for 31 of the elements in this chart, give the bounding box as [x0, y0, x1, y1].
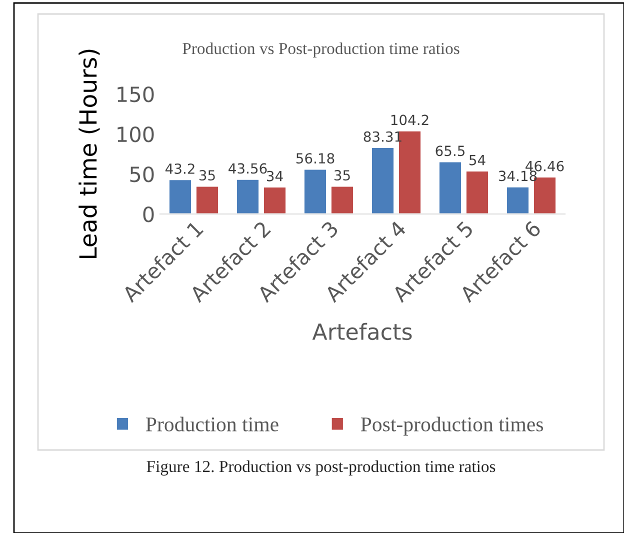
data-label: 35 — [334, 170, 350, 181]
data-label: 43.56 — [228, 163, 267, 174]
data-label: 46.46 — [526, 160, 564, 172]
bar — [195, 185, 220, 214]
bar — [168, 178, 192, 214]
data-label: 104.2 — [391, 114, 428, 126]
data-label: 34.18 — [498, 170, 537, 182]
bar — [303, 168, 328, 214]
bar — [438, 160, 462, 214]
y-tick-label: 0 — [143, 206, 154, 222]
bar — [236, 178, 260, 214]
legend-label: Production time — [146, 416, 278, 432]
bar — [262, 186, 287, 214]
data-label: 54 — [469, 155, 486, 166]
caption: Figure 12. Production vs post-production time ratios — [146, 460, 496, 476]
data-label: 43.2 — [165, 163, 194, 174]
x-axis-title: Artefacts — [312, 322, 412, 340]
legend-label: Post-production times — [360, 416, 544, 436]
bar — [370, 146, 395, 214]
data-label: 56.18 — [296, 153, 334, 164]
data-label: 35 — [199, 170, 215, 181]
y-tick-label: 50 — [130, 166, 154, 182]
bar — [506, 186, 530, 214]
bar — [330, 185, 354, 214]
y-tick-label: 150 — [118, 86, 154, 102]
y-tick-label: 100 — [118, 126, 154, 142]
y-axis-title: Lead time (Hours) — [78, 50, 100, 258]
chart-title: Production vs Post-production time ratios — [182, 42, 460, 58]
data-label: 65.5 — [436, 146, 464, 156]
data-label: 34 — [266, 170, 283, 182]
bar — [465, 170, 490, 214]
